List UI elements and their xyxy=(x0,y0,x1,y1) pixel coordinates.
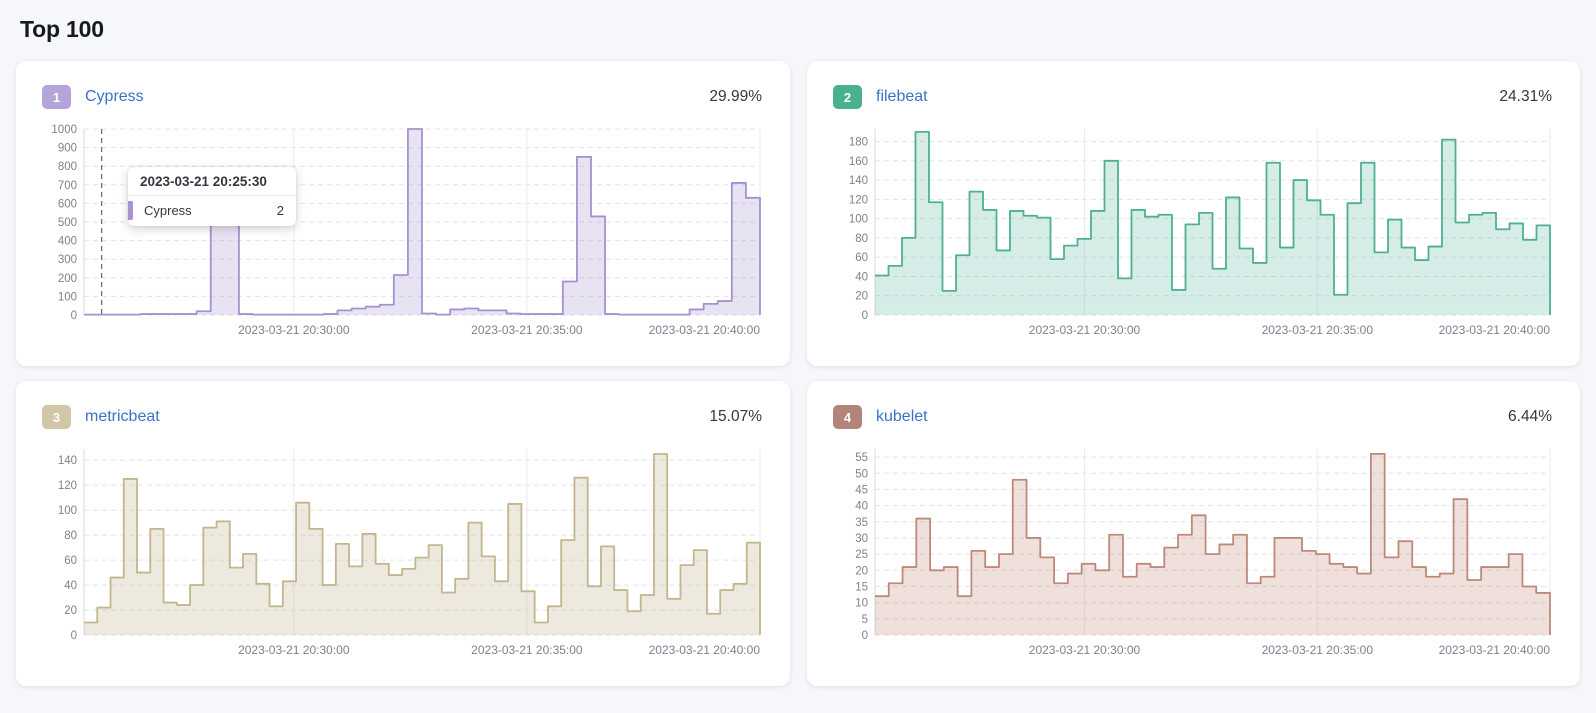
chart-canvas-cypress[interactable]: 0 100 200 300 400 500 600 700 800 900 1000 2023-03-… xyxy=(42,121,762,343)
chart-svg[interactable]: 0 5 10 15 20 25 30 35 40 45 50 55 2023-03-21 20:30:0… xyxy=(833,441,1552,663)
svg-text:30: 30 xyxy=(855,533,868,545)
tooltip-row: Cypress 2 xyxy=(128,196,296,226)
chart-svg[interactable]: 0 20 40 60 80 100 120 140 2023-03-21 20:30:00 202… xyxy=(42,441,762,663)
svg-text:15: 15 xyxy=(855,582,868,594)
chart-card-kubelet: 4 kubelet 6.44% 0 5 10 15 20 25 30 35 40 45 50 55 20… xyxy=(807,381,1580,686)
chart-card-cypress: 1 Cypress 29.99% 0 100 200 300 400 500 600 700 8… xyxy=(16,61,790,366)
svg-text:100: 100 xyxy=(58,291,77,303)
svg-text:55: 55 xyxy=(855,452,868,464)
svg-text:45: 45 xyxy=(855,484,868,496)
svg-text:80: 80 xyxy=(64,530,77,542)
svg-text:100: 100 xyxy=(58,505,77,517)
svg-text:2023-03-21 20:30:00: 2023-03-21 20:30:00 xyxy=(238,643,350,657)
svg-text:40: 40 xyxy=(855,272,868,284)
svg-text:5: 5 xyxy=(862,614,868,626)
chart-card-metricbeat: 3 metricbeat 15.07% 0 20 40 60 80 100 120 140 20… xyxy=(16,381,790,686)
percent-value: 6.44% xyxy=(1508,408,1552,425)
percent-value: 15.07% xyxy=(709,408,762,425)
svg-text:2023-03-21 20:35:00: 2023-03-21 20:35:00 xyxy=(1262,323,1374,337)
svg-text:180: 180 xyxy=(849,137,868,149)
svg-text:0: 0 xyxy=(71,310,77,322)
percent-value: 29.99% xyxy=(709,88,762,105)
charts-grid: 1 Cypress 29.99% 0 100 200 300 400 500 600 700 8… xyxy=(16,61,1580,686)
svg-text:2023-03-21 20:35:00: 2023-03-21 20:35:00 xyxy=(1262,643,1374,657)
card-header: 2 filebeat 24.31% xyxy=(833,85,1552,109)
svg-text:300: 300 xyxy=(58,254,77,266)
series-link-kubelet[interactable]: kubelet xyxy=(876,408,928,425)
svg-text:140: 140 xyxy=(849,175,868,187)
svg-text:2023-03-21 20:40:00: 2023-03-21 20:40:00 xyxy=(1439,323,1551,337)
svg-text:0: 0 xyxy=(71,630,77,642)
svg-text:10: 10 xyxy=(855,598,868,610)
svg-text:20: 20 xyxy=(855,565,868,577)
svg-text:2023-03-21 20:30:00: 2023-03-21 20:30:00 xyxy=(238,323,350,337)
chart-canvas-filebeat[interactable]: 0 20 40 60 80 100 120 140 160 180 2023-03-21 20:30… xyxy=(833,121,1552,343)
svg-text:600: 600 xyxy=(58,198,77,210)
svg-text:400: 400 xyxy=(58,236,77,248)
svg-text:60: 60 xyxy=(855,252,868,264)
card-header: 4 kubelet 6.44% xyxy=(833,405,1552,429)
percent-value: 24.31% xyxy=(1499,88,1552,105)
svg-text:25: 25 xyxy=(855,549,868,561)
series-link-filebeat[interactable]: filebeat xyxy=(876,88,928,105)
svg-text:800: 800 xyxy=(58,161,77,173)
rank-badge: 1 xyxy=(42,85,71,109)
svg-text:35: 35 xyxy=(855,517,868,529)
svg-text:200: 200 xyxy=(58,273,77,285)
svg-text:50: 50 xyxy=(855,468,868,480)
svg-text:100: 100 xyxy=(849,214,868,226)
svg-text:60: 60 xyxy=(64,555,77,567)
svg-text:2023-03-21 20:35:00: 2023-03-21 20:35:00 xyxy=(471,643,583,657)
chart-svg[interactable]: 0 100 200 300 400 500 600 700 800 900 1000 2023-03-… xyxy=(42,121,762,343)
rank-badge: 3 xyxy=(42,405,71,429)
chart-tooltip: 2023-03-21 20:25:30 Cypress 2 xyxy=(128,167,296,226)
svg-text:160: 160 xyxy=(849,156,868,168)
svg-text:2023-03-21 20:40:00: 2023-03-21 20:40:00 xyxy=(1439,643,1551,657)
tooltip-series-value: 2 xyxy=(276,203,284,218)
card-header: 3 metricbeat 15.07% xyxy=(42,405,762,429)
svg-text:80: 80 xyxy=(855,233,868,245)
svg-text:2023-03-21 20:40:00: 2023-03-21 20:40:00 xyxy=(649,323,761,337)
chart-card-filebeat: 2 filebeat 24.31% 0 20 40 60 80 100 120 140 160 1… xyxy=(807,61,1580,366)
tooltip-series-label: Cypress xyxy=(144,203,192,218)
svg-text:40: 40 xyxy=(855,501,868,513)
svg-text:2023-03-21 20:30:00: 2023-03-21 20:30:00 xyxy=(1029,323,1141,337)
svg-text:20: 20 xyxy=(855,291,868,303)
rank-badge: 4 xyxy=(833,405,862,429)
svg-text:120: 120 xyxy=(58,480,77,492)
svg-text:2023-03-21 20:35:00: 2023-03-21 20:35:00 xyxy=(471,323,583,337)
tooltip-time: 2023-03-21 20:25:30 xyxy=(128,167,296,196)
svg-text:500: 500 xyxy=(58,217,77,229)
series-link-cypress[interactable]: Cypress xyxy=(85,88,144,105)
card-header: 1 Cypress 29.99% xyxy=(42,85,762,109)
svg-text:40: 40 xyxy=(64,580,77,592)
svg-text:2023-03-21 20:30:00: 2023-03-21 20:30:00 xyxy=(1029,643,1141,657)
svg-text:140: 140 xyxy=(58,455,77,467)
tooltip-color-marker xyxy=(128,201,133,220)
rank-badge: 2 xyxy=(833,85,862,109)
svg-text:0: 0 xyxy=(862,310,868,322)
svg-text:120: 120 xyxy=(849,194,868,206)
series-link-metricbeat[interactable]: metricbeat xyxy=(85,408,160,425)
svg-text:900: 900 xyxy=(58,143,77,155)
svg-text:700: 700 xyxy=(58,180,77,192)
svg-text:1000: 1000 xyxy=(51,124,77,136)
page-title: Top 100 xyxy=(20,16,104,42)
chart-canvas-metricbeat[interactable]: 0 20 40 60 80 100 120 140 2023-03-21 20:30:00 202… xyxy=(42,441,762,663)
svg-text:2023-03-21 20:40:00: 2023-03-21 20:40:00 xyxy=(649,643,761,657)
chart-svg[interactable]: 0 20 40 60 80 100 120 140 160 180 2023-03-21 20:30… xyxy=(833,121,1552,343)
chart-canvas-kubelet[interactable]: 0 5 10 15 20 25 30 35 40 45 50 55 2023-03-21 20:30:0… xyxy=(833,441,1552,663)
svg-text:20: 20 xyxy=(64,605,77,617)
svg-text:0: 0 xyxy=(862,630,868,642)
